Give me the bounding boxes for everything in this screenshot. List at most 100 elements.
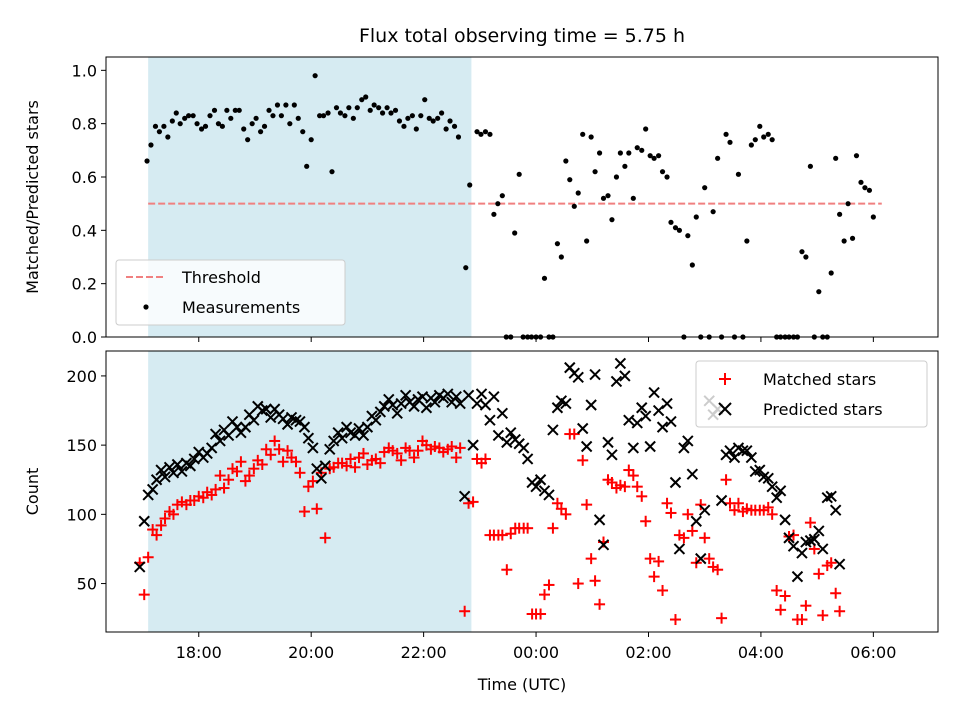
measurement-point — [413, 126, 419, 132]
measurement-point — [837, 211, 843, 217]
predicted-star-point — [741, 444, 753, 457]
predicted-star-point — [442, 388, 454, 400]
matched-star-point — [210, 483, 222, 495]
measurement-point — [689, 262, 695, 268]
measurement-point — [376, 105, 382, 111]
predicted-star-point — [636, 402, 648, 414]
measurement-point — [672, 225, 679, 231]
predicted-star-point — [454, 397, 466, 410]
predicted-star-point — [138, 515, 150, 527]
predicted-star-point — [669, 476, 682, 489]
matched-star-point — [450, 452, 462, 464]
measurement-point — [600, 195, 607, 201]
matched-star-point — [265, 449, 277, 461]
matched-star-point — [551, 497, 563, 509]
measurement-point — [333, 105, 340, 111]
matched-star-point — [248, 463, 260, 475]
matched-star-point — [682, 508, 694, 520]
predicted-star-point — [462, 389, 475, 402]
predicted-star-point — [779, 514, 791, 526]
matched-star-point — [357, 447, 369, 459]
y-tick-label: 150 — [66, 436, 97, 455]
measurement-point — [482, 129, 489, 135]
predicted-star-point — [501, 436, 513, 449]
predicted-star-point — [572, 371, 584, 384]
x-tick-label: 02:00 — [625, 643, 671, 662]
measurement-point — [325, 110, 331, 116]
measurement-point — [807, 163, 813, 169]
predicted-star-point — [467, 439, 479, 451]
predicted-star-point — [817, 543, 829, 555]
measurement-point — [833, 155, 839, 161]
measurement-point — [803, 254, 809, 260]
measurement-point — [401, 123, 407, 129]
matched-star-point — [631, 481, 643, 493]
measurement-point — [845, 201, 851, 207]
measurement-point — [664, 174, 670, 180]
predicted-star-point — [787, 540, 800, 552]
measurement-point — [165, 134, 171, 140]
predicted-star-point — [619, 370, 631, 382]
y-tick-label: 100 — [66, 505, 97, 524]
matched-star-point — [712, 564, 724, 576]
measurement-point — [152, 123, 159, 129]
measurement-point — [190, 113, 196, 119]
measurement-point — [371, 102, 377, 108]
measurement-point — [439, 110, 445, 116]
predicted-star-point — [547, 424, 559, 436]
matched-star-point — [319, 532, 331, 544]
measurement-point — [487, 131, 493, 137]
matched-star-point — [197, 492, 209, 504]
matched-star-point — [703, 553, 715, 565]
measurement-point — [630, 195, 636, 201]
measurement-point — [467, 182, 473, 188]
measurement-point — [291, 102, 297, 108]
matched-star-point — [235, 456, 247, 468]
predicted-star-point — [631, 417, 643, 429]
measurement-point — [799, 249, 805, 255]
predicted-star-point — [813, 525, 825, 537]
measurement-point — [702, 185, 708, 191]
predicted-star-point — [349, 429, 361, 442]
measurement-point — [207, 113, 213, 119]
legend-ratio: Threshold Measurements — [115, 259, 346, 326]
predicted-star-point — [391, 407, 403, 419]
measurement-point — [219, 123, 225, 129]
measurement-point — [727, 139, 733, 145]
matched-star-point — [273, 443, 285, 455]
measurement-point — [211, 107, 218, 113]
measurement-point — [567, 177, 573, 183]
measurement-point — [596, 150, 603, 156]
matched-star-point — [813, 568, 825, 580]
panel-ratio: 0.0 0.2 0.4 0.6 0.8 1.0 Matched/Predicted sta… — [23, 56, 939, 347]
measurement-point — [723, 131, 729, 137]
measurement-point — [418, 113, 424, 119]
measurement-point — [609, 217, 615, 223]
measurement-point — [161, 123, 167, 129]
y-tick-label: 50 — [77, 575, 97, 594]
predicted-star-point — [496, 407, 509, 419]
legend-ratio-box — [115, 259, 346, 326]
measurement-point — [499, 193, 505, 199]
matched-star-point — [830, 587, 842, 599]
y-tick-label: 0.8 — [72, 115, 97, 134]
predicted-star-point — [188, 453, 200, 465]
matched-star-point — [775, 604, 787, 616]
predicted-star-point — [593, 514, 606, 526]
measurement-point — [198, 126, 205, 132]
matched-star-point — [644, 553, 656, 565]
predicted-star-point — [560, 397, 572, 410]
measurement-point — [363, 94, 369, 100]
matched-star-point — [496, 529, 508, 541]
matched-star-point — [568, 428, 580, 440]
predicted-star-point — [580, 440, 593, 453]
measurement-point — [337, 110, 344, 116]
predicted-star-point — [639, 410, 652, 422]
matched-star-point — [479, 453, 491, 465]
measurement-point — [144, 158, 150, 164]
predicted-star-point — [319, 460, 331, 472]
predicted-star-point — [374, 406, 387, 418]
matched-star-point — [138, 589, 150, 601]
measurement-point — [300, 129, 306, 135]
matched-star-point — [796, 614, 808, 626]
